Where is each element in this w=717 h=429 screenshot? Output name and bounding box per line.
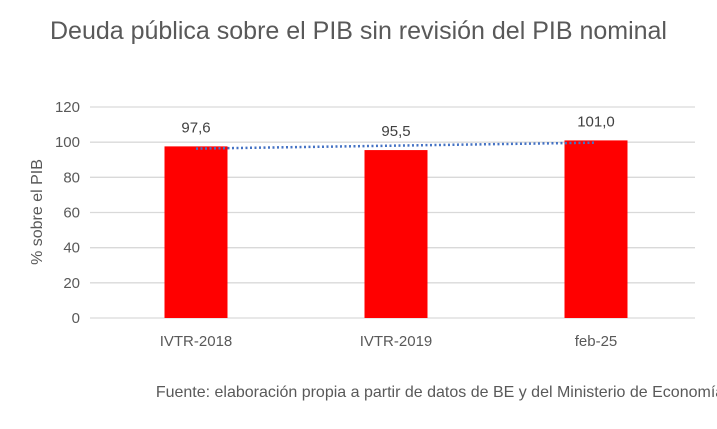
x-tick-label: IVTR-2019 [360, 333, 433, 350]
y-tick-label: 80 [63, 169, 80, 186]
y-tick-label: 0 [72, 310, 80, 327]
x-tick-label: IVTR-2018 [160, 333, 233, 350]
source-note: Fuente: elaboración propia a partir de d… [155, 384, 717, 401]
data-label: 101,0 [577, 113, 615, 130]
trendline [195, 141, 597, 150]
data-label: 97,6 [181, 119, 210, 136]
bar [164, 146, 228, 318]
y-tick-label: 120 [55, 99, 80, 116]
bar [564, 140, 628, 318]
y-tick-label: 100 [55, 134, 80, 151]
bar [364, 150, 428, 318]
y-tick-label: 40 [63, 240, 80, 257]
x-tick-label: feb-25 [575, 333, 618, 350]
y-tick-label: 20 [63, 275, 80, 292]
y-tick-label: 60 [63, 205, 80, 222]
data-label: 95,5 [381, 123, 410, 140]
chart-title: Deuda pública sobre el PIB sin revisión … [49, 17, 667, 45]
y-axis-label: % sobre el PIB [29, 159, 46, 265]
